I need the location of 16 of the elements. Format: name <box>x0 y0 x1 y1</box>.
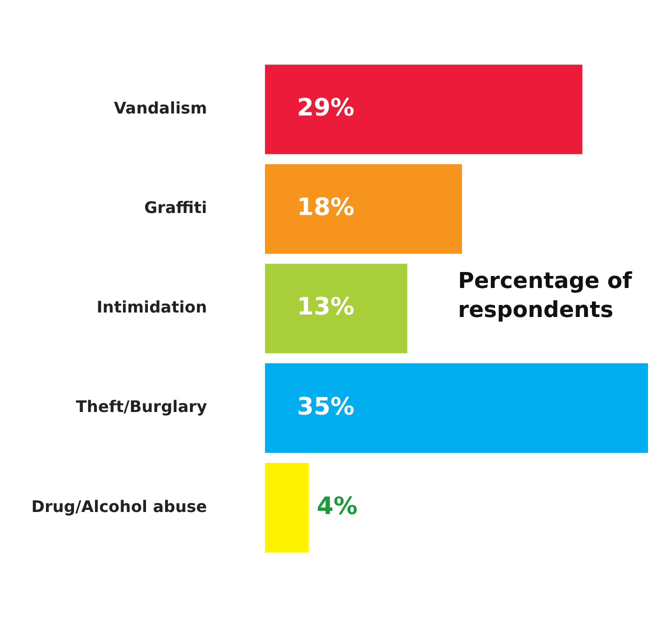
annotation: Percentage of respondents <box>458 268 634 325</box>
data-label: 29% <box>297 94 354 122</box>
bar <box>265 164 462 254</box>
bar <box>265 264 408 354</box>
y-tick-label: Graffiti <box>144 198 207 218</box>
data-label: 13% <box>297 292 354 321</box>
bar <box>265 64 582 154</box>
y-tick-label: Vandalism <box>114 98 207 118</box>
data-label: 35% <box>297 392 354 420</box>
data-label: 18% <box>297 193 354 222</box>
bar <box>265 363 648 453</box>
y-tick-label: Intimidation <box>96 298 207 317</box>
y-tick-label: Theft/Burglary <box>76 397 208 416</box>
y-tick-label: Drug/Alcohol abuse <box>31 496 208 516</box>
bar <box>265 462 309 552</box>
data-label: 4% <box>316 492 358 520</box>
